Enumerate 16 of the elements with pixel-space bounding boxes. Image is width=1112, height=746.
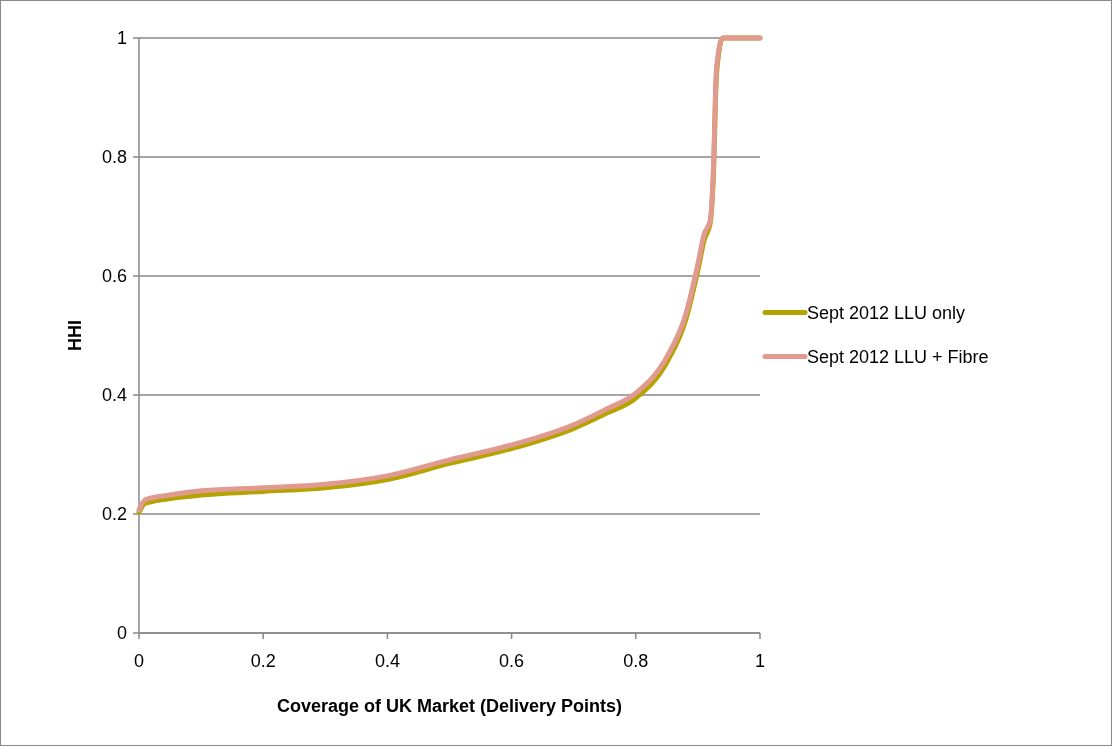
y-tick-label: 0.6 bbox=[101, 266, 127, 287]
x-tick-label: 0 bbox=[133, 651, 145, 671]
x-tick-label: 0.2 bbox=[250, 651, 276, 671]
y-tick-label: 1 bbox=[116, 28, 127, 49]
legend-label: Sept 2012 LLU + Fibre bbox=[807, 346, 989, 367]
x-axis-title: Coverage of UK Market (Delivery Points) bbox=[276, 696, 623, 716]
y-tick-label: 0 bbox=[116, 623, 127, 644]
legend-label: Sept 2012 LLU only bbox=[807, 302, 966, 323]
y-axis-title: HHI bbox=[65, 320, 85, 351]
x-tick-label: 0.6 bbox=[499, 651, 525, 671]
y-tick-label: 0.2 bbox=[101, 504, 127, 525]
x-tick-label: 0.4 bbox=[374, 651, 400, 671]
y-tick-label: 0.8 bbox=[101, 147, 127, 168]
y-tick-label: 0.4 bbox=[101, 385, 127, 406]
x-tick-label: 0.8 bbox=[623, 651, 649, 671]
x-tick-label: 1 bbox=[754, 651, 766, 671]
